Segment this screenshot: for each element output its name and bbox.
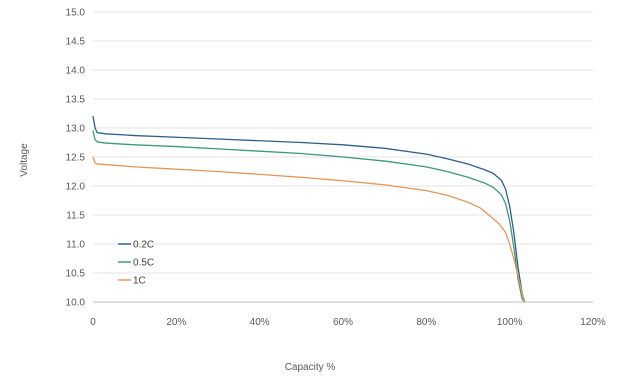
legend: 0.2C 0.5C 1C xyxy=(118,240,154,287)
y-tick-label: 12.5 xyxy=(66,153,86,164)
y-tick-label: 11.5 xyxy=(66,211,85,222)
x-tick-label: 40% xyxy=(250,317,270,328)
legend-label: 0.2C xyxy=(133,240,154,251)
y-tick-label: 10.0 xyxy=(66,298,86,309)
x-tick-label: 80% xyxy=(416,317,436,328)
series-line-1c xyxy=(92,156,526,303)
x-tick-label: 0 xyxy=(90,317,96,328)
y-tick-label: 15.0 xyxy=(66,8,86,19)
y-tick-label: 11.0 xyxy=(66,240,85,251)
series-lines xyxy=(92,115,526,303)
x-tick-label: 100% xyxy=(497,317,523,328)
x-axis-title: Capacity % xyxy=(285,362,336,373)
series-line-0-2c xyxy=(92,115,526,303)
axes: 10.0 10.5 11.0 11.5 12.0 12.5 13.0 13.5 14.0 14.5… xyxy=(66,8,606,329)
y-tick-label: 14.5 xyxy=(66,37,86,48)
y-tick-label: 13.0 xyxy=(66,124,86,135)
y-tick-label: 13.5 xyxy=(66,95,86,106)
y-tick-label: 10.5 xyxy=(66,269,86,280)
y-axis-title: Voltage xyxy=(19,143,30,177)
series-line-0-5c xyxy=(92,130,526,303)
legend-label: 1C xyxy=(133,276,146,287)
x-tick-label: 120% xyxy=(580,317,606,328)
legend-label: 0.5C xyxy=(133,258,154,269)
y-tick-label: 14.0 xyxy=(66,66,86,77)
x-tick-label: 60% xyxy=(333,317,353,328)
x-tick-label: 20% xyxy=(166,317,186,328)
y-tick-label: 12.0 xyxy=(66,182,86,193)
